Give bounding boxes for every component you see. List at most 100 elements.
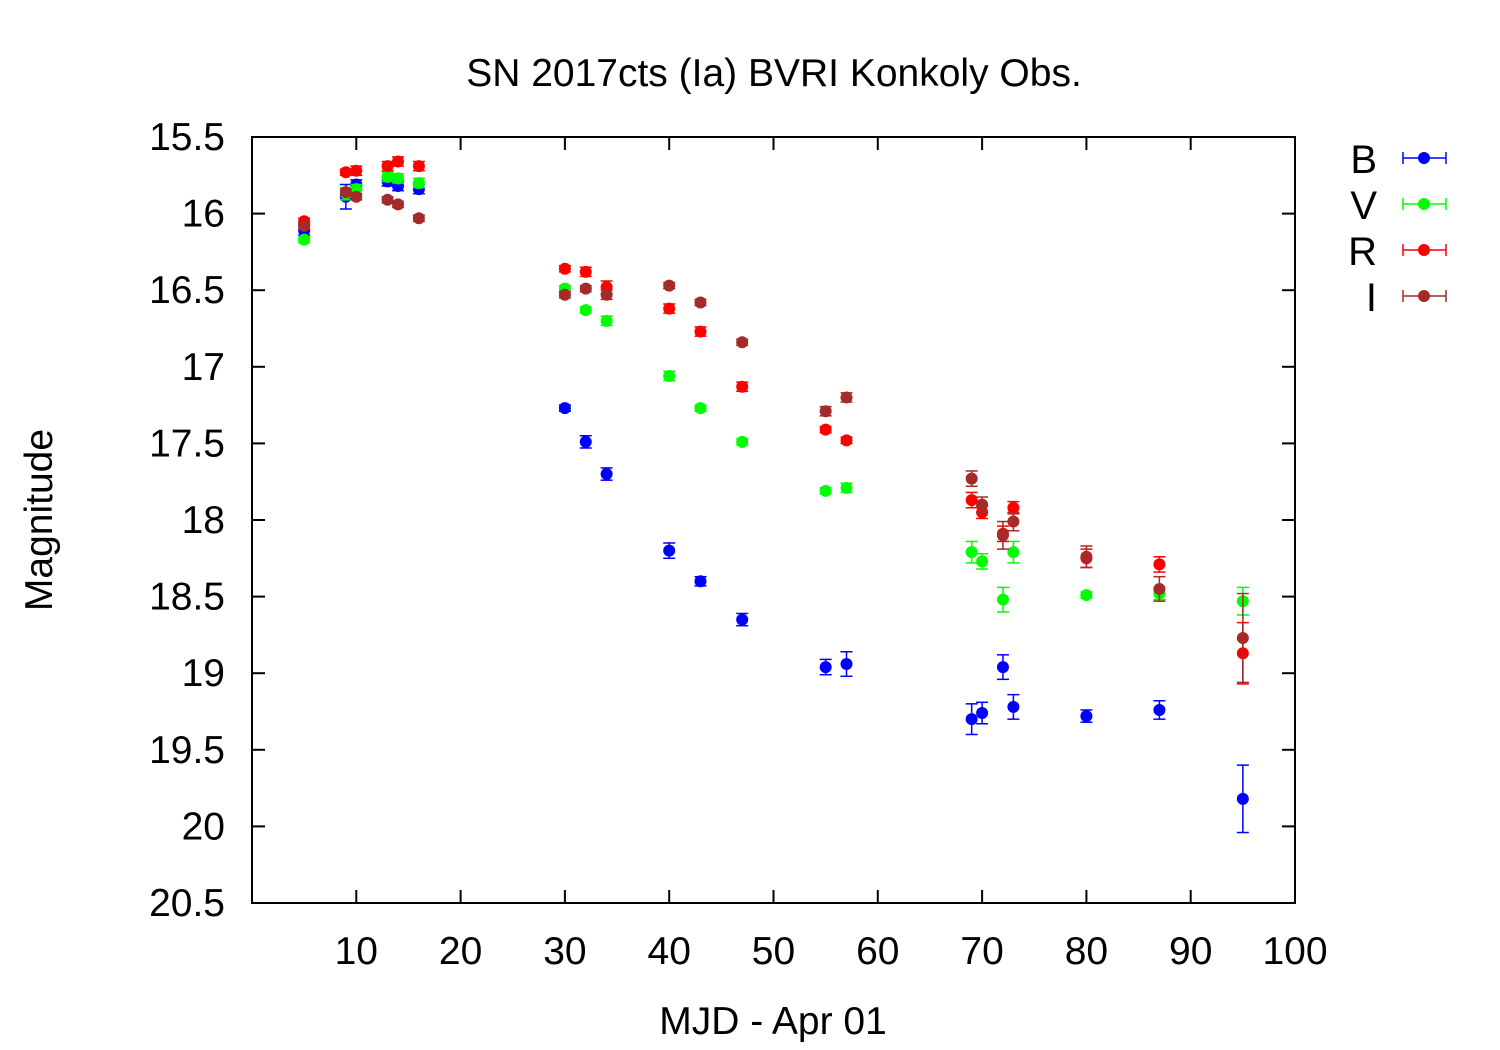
data-point [600, 314, 613, 327]
data-point [600, 288, 613, 301]
x-axis-label: MJD - Apr 01 [659, 1000, 887, 1043]
data-point [965, 713, 978, 726]
x-tick-label: 50 [752, 930, 795, 973]
y-tick-label: 19.5 [149, 729, 225, 772]
data-point [412, 176, 425, 189]
data-point [663, 302, 676, 315]
data-point [579, 282, 592, 295]
data-point [965, 472, 978, 485]
data-point [819, 661, 832, 674]
data-point [350, 164, 363, 177]
x-tick-label: 80 [1065, 930, 1108, 973]
x-tick-label: 20 [439, 930, 482, 973]
data-point [1080, 589, 1093, 602]
y-tick-label: 17 [182, 346, 225, 389]
plot-border [251, 136, 1296, 904]
x-axis: 10 20 30 40 50 60 70 80 90 100 [335, 137, 1328, 973]
data-point [736, 435, 749, 448]
series-V [298, 170, 1249, 616]
data-point [1153, 703, 1166, 716]
data-point [298, 219, 311, 232]
data-point [392, 198, 405, 211]
x-tick-label: 70 [960, 930, 1003, 973]
data-point [996, 593, 1009, 606]
data-point [579, 435, 592, 448]
legend-item-R: R [1348, 230, 1447, 274]
data-point [350, 190, 363, 203]
y-tick-label: 18 [182, 499, 225, 542]
y-tick-label: 18.5 [149, 576, 225, 619]
data-point [1153, 558, 1166, 571]
data-point [819, 405, 832, 418]
y-axis-label: Magnitude [18, 429, 61, 611]
legend: BVRI [1348, 138, 1447, 320]
data-point [1007, 515, 1020, 528]
data-point [663, 369, 676, 382]
data-point [412, 212, 425, 225]
legend-label: R [1348, 230, 1377, 274]
data-point [840, 658, 853, 671]
data-point [558, 402, 571, 415]
data-point [1007, 700, 1020, 713]
data-point [736, 336, 749, 349]
data-point [579, 304, 592, 317]
legend-item-I: I [1366, 276, 1447, 320]
data-point [392, 155, 405, 168]
data-point [558, 262, 571, 275]
legend-marker [1418, 244, 1430, 256]
legend-label: V [1350, 184, 1377, 228]
data-point [819, 484, 832, 497]
y-tick-label: 19 [182, 652, 225, 695]
data-point [1080, 710, 1093, 723]
data-point [339, 166, 352, 179]
x-tick-label: 60 [856, 930, 899, 973]
data-point [1153, 582, 1166, 595]
data-point [339, 186, 352, 199]
y-tick-label: 16.5 [149, 269, 225, 312]
data-point [412, 160, 425, 173]
data-point [381, 193, 394, 206]
data-point [840, 481, 853, 494]
data-point [663, 279, 676, 292]
y-tick-label: 16 [182, 193, 225, 236]
data-point [694, 402, 707, 415]
data-point [1007, 501, 1020, 514]
y-tick-label: 17.5 [149, 422, 225, 465]
plot-area [251, 136, 1296, 904]
y-tick-label: 15.5 [149, 116, 225, 159]
legend-marker [1418, 290, 1430, 302]
data-point [381, 170, 394, 183]
legend-marker [1418, 198, 1430, 210]
x-tick-label: 100 [1262, 930, 1327, 973]
data-point [663, 544, 676, 557]
data-point [381, 160, 394, 173]
data-point [819, 423, 832, 436]
data-point [579, 265, 592, 278]
data-point [996, 661, 1009, 674]
data-point [840, 391, 853, 404]
x-tick-label: 90 [1169, 930, 1212, 973]
data-point [694, 325, 707, 338]
legend-marker [1418, 152, 1430, 164]
x-tick-label: 40 [648, 930, 691, 973]
data-point [840, 434, 853, 447]
data-point [976, 555, 989, 568]
data-point [965, 546, 978, 559]
data-point [976, 707, 989, 720]
chart-title: SN 2017cts (Ia) BVRI Konkoly Obs. [466, 52, 1082, 95]
data-point [736, 613, 749, 626]
data-point [996, 529, 1009, 542]
data-point [600, 468, 613, 481]
series-B [298, 175, 1249, 834]
data-point [965, 494, 978, 507]
data-point [976, 498, 989, 511]
legend-item-V: V [1350, 184, 1447, 228]
data-point [694, 296, 707, 309]
data-point [1236, 631, 1249, 644]
y-axis: 15.5 16 16.5 17 17.5 18 18.5 19 19.5 20 20.5 [149, 116, 1295, 925]
y-tick-label: 20 [182, 805, 225, 848]
x-tick-label: 10 [335, 930, 378, 973]
legend-label: B [1350, 138, 1377, 182]
data-point [1007, 546, 1020, 559]
